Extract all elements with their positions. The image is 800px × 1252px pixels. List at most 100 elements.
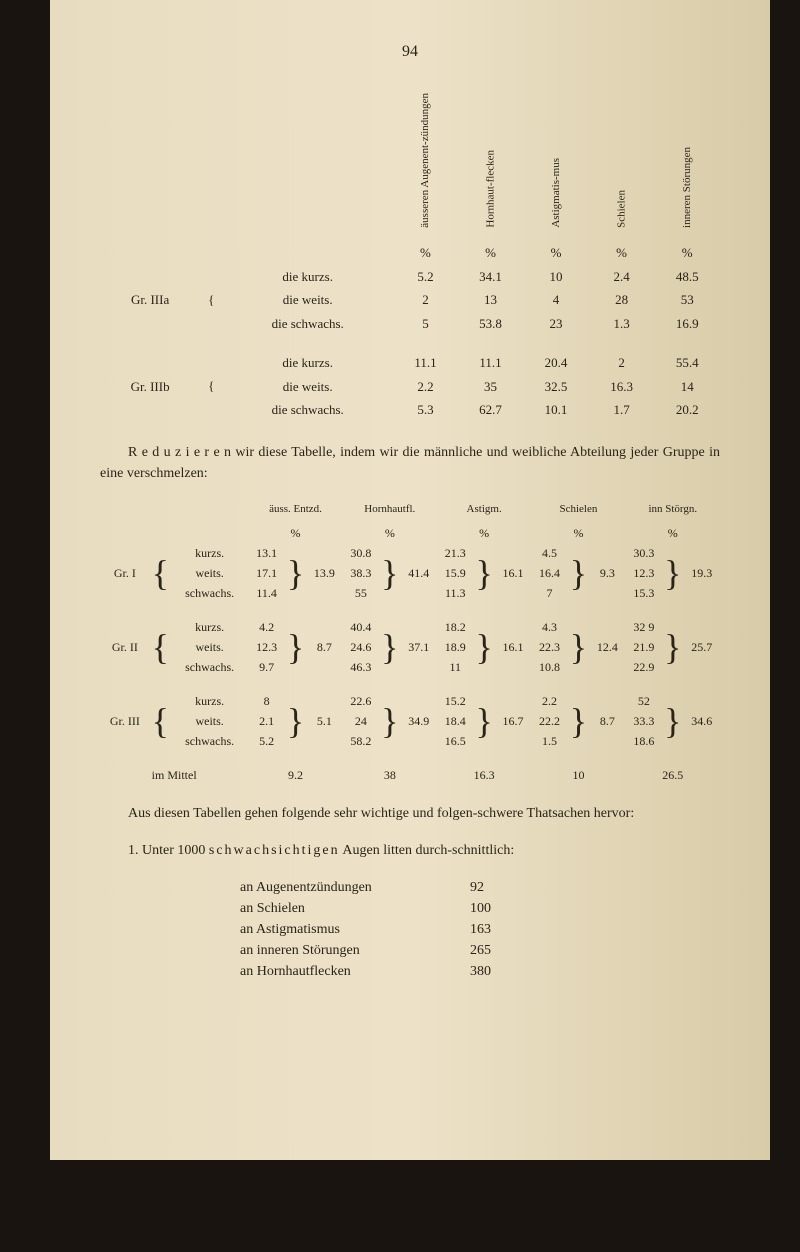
text: 1. Unter 1000 xyxy=(128,843,209,858)
col-header: Astigmatis-mus xyxy=(546,156,567,230)
col-header: inn Störgn. xyxy=(626,500,720,524)
cell: 58.2 xyxy=(343,731,380,751)
cell: 4.2 xyxy=(248,617,285,637)
list-key: an inneren Störungen xyxy=(240,940,470,961)
cell: 7 xyxy=(531,583,568,603)
cell: 1.3 xyxy=(589,312,655,336)
list-value: 265 xyxy=(470,940,491,961)
cell: 38 xyxy=(343,765,437,785)
cell: 38.3 xyxy=(343,563,380,583)
cell: 11 xyxy=(437,657,474,677)
cell: 21.3 xyxy=(437,543,474,563)
avg: 16.7 xyxy=(495,691,532,751)
brace-icon: } xyxy=(568,617,589,677)
list-key: an Hornhautflecken xyxy=(240,961,470,982)
table-row: Gr. I { kurzs. 13.1}13.9 30.8}41.4 21.3}… xyxy=(100,543,720,563)
cell: 21.9 xyxy=(626,637,663,657)
brace-icon: } xyxy=(662,617,683,677)
paragraph-aus-diesen: Aus diesen Tabellen gehen folgende sehr … xyxy=(100,803,720,824)
cell: 2.2 xyxy=(393,375,458,399)
brace-icon: } xyxy=(379,691,400,751)
unit: % xyxy=(458,241,524,265)
table-row: Gr. II { kurzs. 4.2}8.7 40.4}37.1 18.2}1… xyxy=(100,617,720,637)
row-label: kurzs. xyxy=(171,617,248,637)
avg: 34.6 xyxy=(683,691,720,751)
unit: % xyxy=(589,241,655,265)
cell: 24.6 xyxy=(343,637,380,657)
paragraph-reduzieren: R e d u z i e r e n wir diese Tabelle, i… xyxy=(100,442,720,484)
list-item: an Astigmatismus163 xyxy=(240,919,720,940)
row-label: kurzs. xyxy=(171,543,248,563)
brace-icon: } xyxy=(285,617,306,677)
col-header: Astigm. xyxy=(437,500,531,524)
cell: 46.3 xyxy=(343,657,380,677)
cell: 2.4 xyxy=(589,265,655,289)
list-item: an Augenentzündungen92 xyxy=(240,877,720,898)
cell: 11.4 xyxy=(248,583,285,603)
row-label: schwachs. xyxy=(171,583,248,603)
list-value: 100 xyxy=(470,898,491,919)
avg: 5.1 xyxy=(306,691,343,751)
list-item: an Hornhautflecken380 xyxy=(240,961,720,982)
cell: 2.2 xyxy=(531,691,568,711)
cell: 22.6 xyxy=(343,691,380,711)
brace-icon: } xyxy=(379,617,400,677)
group-label: Gr. II xyxy=(100,617,150,677)
page: 94 äusseren Augenent-zündungen Hornhaut-… xyxy=(50,0,770,1160)
cell: 22.2 xyxy=(531,711,568,731)
cell: 16.3 xyxy=(589,375,655,399)
row-label: die schwachs. xyxy=(222,398,393,422)
row-label: die weits. xyxy=(222,288,393,312)
cell: 55 xyxy=(343,583,380,603)
cell: 24 xyxy=(343,711,380,731)
cell: 52 xyxy=(626,691,663,711)
row-label: die kurzs. xyxy=(222,265,393,289)
cell: 20.4 xyxy=(523,351,589,375)
brace-icon: { xyxy=(200,351,222,422)
cell: 18.2 xyxy=(437,617,474,637)
avg: 9.3 xyxy=(589,543,626,603)
page-number: 94 xyxy=(100,40,720,64)
unit-row: % % % % % xyxy=(100,241,720,265)
cell: 20.2 xyxy=(654,398,720,422)
cell: 12.3 xyxy=(626,563,663,583)
list-key: an Astigmatismus xyxy=(240,919,470,940)
avg: 37.1 xyxy=(400,617,437,677)
list-value: 163 xyxy=(470,919,491,940)
text-spaced: schwachsichtigen xyxy=(209,843,340,858)
cell: 18.4 xyxy=(437,711,474,731)
cell: 32 9 xyxy=(626,617,663,637)
unit: % xyxy=(343,523,437,543)
cell: 53.8 xyxy=(458,312,524,336)
cell: 9.7 xyxy=(248,657,285,677)
group-label: Gr. IIIb xyxy=(100,351,200,422)
unit: % xyxy=(437,523,531,543)
cell: 4.5 xyxy=(531,543,568,563)
cell: 30.8 xyxy=(343,543,380,563)
cell: 4 xyxy=(523,288,589,312)
avg: 25.7 xyxy=(683,617,720,677)
cell: 14 xyxy=(654,375,720,399)
stats-list: an Augenentzündungen92 an Schielen100 an… xyxy=(240,877,720,982)
cell: 4.3 xyxy=(531,617,568,637)
unit: % xyxy=(626,523,720,543)
cell: 1.7 xyxy=(589,398,655,422)
list-item: an inneren Störungen265 xyxy=(240,940,720,961)
avg: 19.3 xyxy=(683,543,720,603)
row-label: die weits. xyxy=(222,375,393,399)
col-header: Schielen xyxy=(611,188,632,230)
col-header: Schielen xyxy=(531,500,625,524)
cell: 8 xyxy=(248,691,285,711)
list-value: 380 xyxy=(470,961,491,982)
unit: % xyxy=(248,523,342,543)
brace-icon: { xyxy=(150,691,171,751)
list-item: an Schielen100 xyxy=(240,898,720,919)
unit: % xyxy=(523,241,589,265)
cell: 5 xyxy=(393,312,458,336)
cell: 15.2 xyxy=(437,691,474,711)
table-groups-iii: äusseren Augenent-zündungen Hornhaut-fle… xyxy=(100,89,720,422)
group-label: Gr. I xyxy=(100,543,150,603)
group-label: Gr. IIIa xyxy=(100,265,200,336)
avg: 8.7 xyxy=(306,617,343,677)
text: Augen litten durch-schnittlich: xyxy=(340,843,515,858)
